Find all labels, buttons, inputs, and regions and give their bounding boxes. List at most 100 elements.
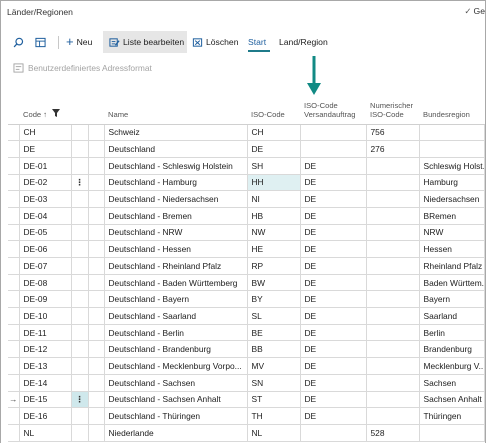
cell-iso-code[interactable]: MV (246, 357, 301, 375)
search-button[interactable] (9, 31, 27, 53)
cell-spacer[interactable] (87, 240, 105, 258)
cell-code[interactable]: NL (18, 423, 72, 442)
cell-name[interactable]: Deutschland - Sachsen (103, 373, 248, 392)
cell-iso-shipping[interactable]: DE (299, 173, 367, 192)
cell-iso-shipping[interactable]: DE (299, 273, 367, 292)
cell-numeric-iso[interactable] (365, 390, 420, 409)
table-row[interactable]: DE-08 Deutschland - Baden Württemberg BW DE… (8, 273, 485, 292)
cell-iso-code[interactable]: HH (246, 173, 301, 192)
cell-name[interactable]: Deutschland - Schleswig Holstein (103, 156, 248, 175)
cell-iso-shipping[interactable]: DE (299, 357, 367, 375)
cell-code[interactable]: DE-14 (18, 373, 72, 392)
cell-spacer[interactable] (87, 156, 105, 175)
cell-name[interactable]: Deutschland - Rheinland Pfalz (103, 257, 248, 275)
cell-code[interactable]: DE-11 (18, 323, 72, 342)
row-actions[interactable] (70, 206, 89, 225)
cell-region[interactable] (418, 123, 485, 142)
cell-numeric-iso[interactable] (365, 273, 420, 292)
cell-spacer[interactable] (87, 223, 105, 242)
cell-region[interactable]: NRW (418, 223, 485, 242)
cell-numeric-iso[interactable] (365, 257, 420, 275)
cell-spacer[interactable] (87, 273, 105, 292)
cell-name[interactable]: Deutschland - Hessen (103, 240, 248, 258)
cell-iso-shipping[interactable]: DE (299, 257, 367, 275)
row-actions[interactable] (70, 357, 89, 375)
cell-iso-code[interactable]: BY (246, 290, 301, 309)
cell-iso-shipping[interactable]: DE (299, 206, 367, 225)
cell-name[interactable]: Niederlande (103, 423, 248, 442)
table-row[interactable]: DE-12 Deutschland - Brandenburg BB DE Brande… (8, 340, 485, 359)
row-actions[interactable] (70, 123, 89, 142)
column-header-numeric-iso[interactable]: Numerischer ISO-Code (366, 92, 419, 125)
cell-iso-shipping[interactable]: DE (299, 340, 367, 359)
cell-name[interactable]: Deutschland - NRW (103, 223, 248, 242)
custom-address-format-button[interactable]: Benutzerdefiniertes Adressformat (13, 63, 152, 73)
cell-iso-code[interactable]: SN (246, 373, 301, 392)
cell-region[interactable]: Saarland (418, 307, 485, 325)
cell-iso-code[interactable]: RP (246, 257, 301, 275)
cell-region[interactable]: Brandenburg (418, 340, 485, 359)
cell-spacer[interactable] (87, 323, 105, 342)
row-actions[interactable] (70, 156, 89, 175)
row-actions-icon[interactable]: ⋮ (70, 390, 89, 409)
cell-iso-shipping[interactable]: DE (299, 223, 367, 242)
cell-iso-code[interactable]: HB (246, 206, 301, 225)
cell-name[interactable]: Deutschland - Saarland (103, 307, 248, 325)
cell-code[interactable]: DE-06 (18, 240, 72, 258)
row-actions[interactable] (70, 323, 89, 342)
cell-region[interactable]: Berlin (418, 323, 485, 342)
cell-iso-shipping[interactable]: DE (299, 373, 367, 392)
row-actions[interactable] (70, 340, 89, 359)
cell-numeric-iso[interactable] (365, 357, 420, 375)
cell-code[interactable]: DE-12 (18, 340, 72, 359)
cell-region[interactable]: Mecklenburg V... (418, 357, 485, 375)
cell-numeric-iso[interactable] (365, 206, 420, 225)
cell-numeric-iso[interactable] (365, 373, 420, 392)
cell-region[interactable]: Schleswig Holst... (418, 156, 485, 175)
cell-code[interactable]: DE-09 (18, 290, 72, 309)
cell-iso-shipping[interactable] (299, 123, 367, 142)
cell-iso-code[interactable]: HE (246, 240, 301, 258)
cell-spacer[interactable] (87, 373, 105, 392)
cell-iso-shipping[interactable]: DE (299, 407, 367, 425)
cell-iso-shipping[interactable]: DE (299, 190, 367, 208)
cell-name[interactable]: Deutschland - Hamburg (103, 173, 248, 192)
cell-numeric-iso[interactable]: 276 (365, 140, 420, 158)
row-actions[interactable] (70, 190, 89, 208)
cell-region[interactable] (418, 140, 485, 158)
cell-iso-code[interactable]: NI (246, 190, 301, 208)
cell-numeric-iso[interactable] (365, 290, 420, 309)
tab-start[interactable]: Start (248, 31, 270, 53)
cell-region[interactable]: Rheinland Pfalz (418, 257, 485, 275)
table-row[interactable]: DE-10 Deutschland - Saarland SL DE Saarland (8, 307, 485, 325)
cell-spacer[interactable] (87, 140, 105, 158)
cell-code[interactable]: DE-05 (18, 223, 72, 242)
table-row[interactable]: DE-06 Deutschland - Hessen HE DE Hessen (8, 240, 485, 258)
cell-spacer[interactable] (87, 123, 105, 142)
cell-code[interactable]: DE-13 (18, 357, 72, 375)
cell-iso-code[interactable]: SH (246, 156, 301, 175)
cell-iso-code[interactable]: ST (246, 390, 301, 409)
cell-code[interactable]: DE-15 (18, 390, 72, 409)
cell-region[interactable]: Hamburg (418, 173, 485, 192)
cell-iso-code[interactable]: SL (246, 307, 301, 325)
cell-numeric-iso[interactable] (365, 307, 420, 325)
cell-region[interactable]: Niedersachsen (418, 190, 485, 208)
cell-code[interactable]: DE-01 (18, 156, 72, 175)
cell-numeric-iso[interactable] (365, 240, 420, 258)
cell-name[interactable]: Deutschland - Brandenburg (103, 340, 248, 359)
cell-numeric-iso[interactable] (365, 190, 420, 208)
cell-iso-shipping[interactable]: DE (299, 390, 367, 409)
cell-name[interactable]: Deutschland (103, 140, 248, 158)
row-actions[interactable] (70, 223, 89, 242)
cell-iso-code[interactable]: DE (246, 140, 301, 158)
cell-name[interactable]: Deutschland - Niedersachsen (103, 190, 248, 208)
cell-name[interactable]: Schweiz (103, 123, 248, 142)
row-actions[interactable] (70, 240, 89, 258)
cell-name[interactable]: Deutschland - Baden Württemberg (103, 273, 248, 292)
column-header-code[interactable]: Code ↑ (19, 92, 71, 125)
tab-country-region[interactable]: Land/Region (279, 31, 331, 53)
table-row[interactable]: DE-07 Deutschland - Rheinland Pfalz RP DE Rh… (8, 257, 485, 275)
cell-name[interactable]: Deutschland - Thüringen (103, 407, 248, 425)
cell-region[interactable]: BRemen (418, 206, 485, 225)
